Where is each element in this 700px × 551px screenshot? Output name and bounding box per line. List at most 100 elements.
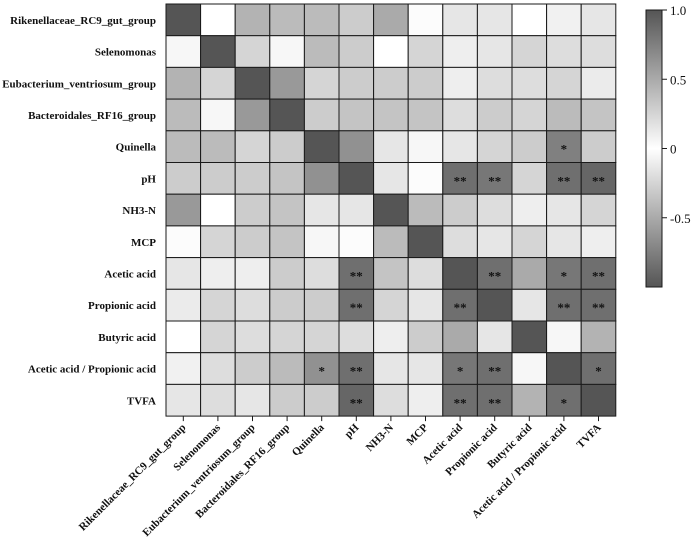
row-label: Butyric acid	[98, 332, 156, 344]
significance-markers: *** ** ** **** ** * **** ** ** *** ** * ** *** ** ** *	[318, 142, 605, 411]
heatmap-cell	[511, 130, 548, 164]
heatmap-cell	[546, 257, 582, 290]
heatmap-cell	[546, 193, 582, 227]
heatmap-cell	[442, 35, 478, 68]
significance-marker: **	[592, 173, 605, 188]
heatmap-cell	[234, 3, 271, 37]
heatmap-cell	[511, 225, 548, 259]
heatmap-cell	[234, 98, 271, 132]
row-label: pH	[141, 173, 156, 185]
heatmap-cell	[580, 130, 617, 164]
significance-marker: *	[318, 364, 325, 379]
row-label: Bacteroidales_RF16_group	[28, 110, 156, 122]
heatmap-cell	[580, 98, 617, 132]
heatmap-cell	[303, 162, 340, 195]
heatmap-cell	[511, 383, 548, 417]
heatmap-cell	[511, 98, 548, 132]
heatmap-cell	[407, 193, 444, 227]
heatmap-cell	[200, 66, 236, 100]
column-label: Quinella	[290, 421, 327, 458]
heatmap-cell	[303, 288, 340, 322]
heatmap-cell	[303, 66, 340, 100]
heatmap-cell	[200, 352, 236, 385]
heatmap-cell	[303, 320, 340, 354]
heatmap-cell	[303, 35, 340, 68]
heatmap-cell	[165, 320, 202, 354]
heatmap-cell	[200, 383, 236, 417]
heatmap-cell	[511, 66, 548, 100]
significance-marker: **	[350, 364, 363, 379]
heatmap-cell	[234, 352, 271, 385]
heatmap-cell	[407, 352, 444, 385]
heatmap-cell	[407, 66, 444, 100]
heatmap-cell	[303, 98, 340, 132]
heatmap-cell	[338, 162, 375, 195]
heatmap-cell	[546, 130, 582, 164]
heatmap-cell	[442, 193, 478, 227]
heatmap-cell	[442, 352, 478, 385]
heatmap-cell	[580, 352, 617, 385]
significance-marker: **	[350, 395, 363, 410]
heatmap-cell	[269, 320, 305, 354]
colorbar-tick-label: 1.0	[670, 3, 686, 18]
heatmap-cell	[546, 35, 582, 68]
heatmap-cell	[373, 352, 409, 385]
heatmap-cell	[407, 257, 444, 290]
heatmap-cell	[407, 162, 444, 195]
heatmap-cell	[442, 383, 478, 417]
heatmap-cell	[165, 3, 202, 37]
significance-marker: *	[561, 395, 568, 410]
heatmap-cell	[511, 352, 548, 385]
heatmap-cell	[373, 66, 409, 100]
heatmap-cell	[234, 225, 271, 259]
heatmap-cell	[580, 66, 617, 100]
significance-marker: *	[561, 268, 568, 283]
column-label: pH	[343, 421, 362, 440]
heatmap-cell	[269, 35, 305, 68]
heatmap-cell	[511, 320, 548, 354]
heatmap-cell	[373, 383, 409, 417]
heatmap-cell	[546, 383, 582, 417]
heatmap-cell	[234, 193, 271, 227]
heatmap-cell	[234, 257, 271, 290]
significance-marker: *	[457, 364, 464, 379]
heatmap-cell	[269, 3, 305, 37]
row-label: NH3-N	[122, 205, 156, 217]
significance-marker: **	[350, 268, 363, 283]
significance-marker: **	[350, 300, 363, 315]
heatmap-cell	[303, 3, 340, 37]
significance-marker: **	[488, 364, 501, 379]
heatmap-cell	[476, 35, 513, 68]
heatmap-cell	[407, 35, 444, 68]
heatmap-cell	[303, 257, 340, 290]
heatmap-cell	[200, 225, 236, 259]
heatmap-cell	[580, 3, 617, 37]
heatmap-cell	[165, 225, 202, 259]
heatmap-cell	[511, 288, 548, 322]
heatmap-cell	[476, 3, 513, 37]
colorbar-tick-label: -0.5	[670, 211, 691, 226]
significance-marker: **	[592, 268, 605, 283]
heatmap-cell	[165, 352, 202, 385]
heatmap-cell	[373, 288, 409, 322]
row-label: MCP	[131, 237, 156, 249]
heatmap-cell	[476, 98, 513, 132]
heatmap-cell	[580, 320, 617, 354]
column-label: NH3-N	[364, 422, 396, 454]
heatmap-cell	[338, 383, 375, 417]
heatmap-cell	[165, 257, 202, 290]
heatmap-cell	[373, 257, 409, 290]
heatmap-cell	[303, 383, 340, 417]
significance-marker: **	[454, 395, 467, 410]
row-label: Rikenellaceae_RC9_gut_group	[10, 15, 156, 27]
row-label: Propionic acid	[88, 300, 156, 312]
heatmap-cell	[303, 225, 340, 259]
heatmap-cell	[200, 288, 236, 322]
row-label: Eubacterium_ventriosum_group	[2, 78, 156, 90]
heatmap-cell	[442, 257, 478, 290]
heatmap-cell	[546, 352, 582, 385]
heatmap-cell	[373, 3, 409, 37]
heatmap-cell	[338, 193, 375, 227]
heatmap-cell	[407, 98, 444, 132]
heatmap-cell	[373, 162, 409, 195]
